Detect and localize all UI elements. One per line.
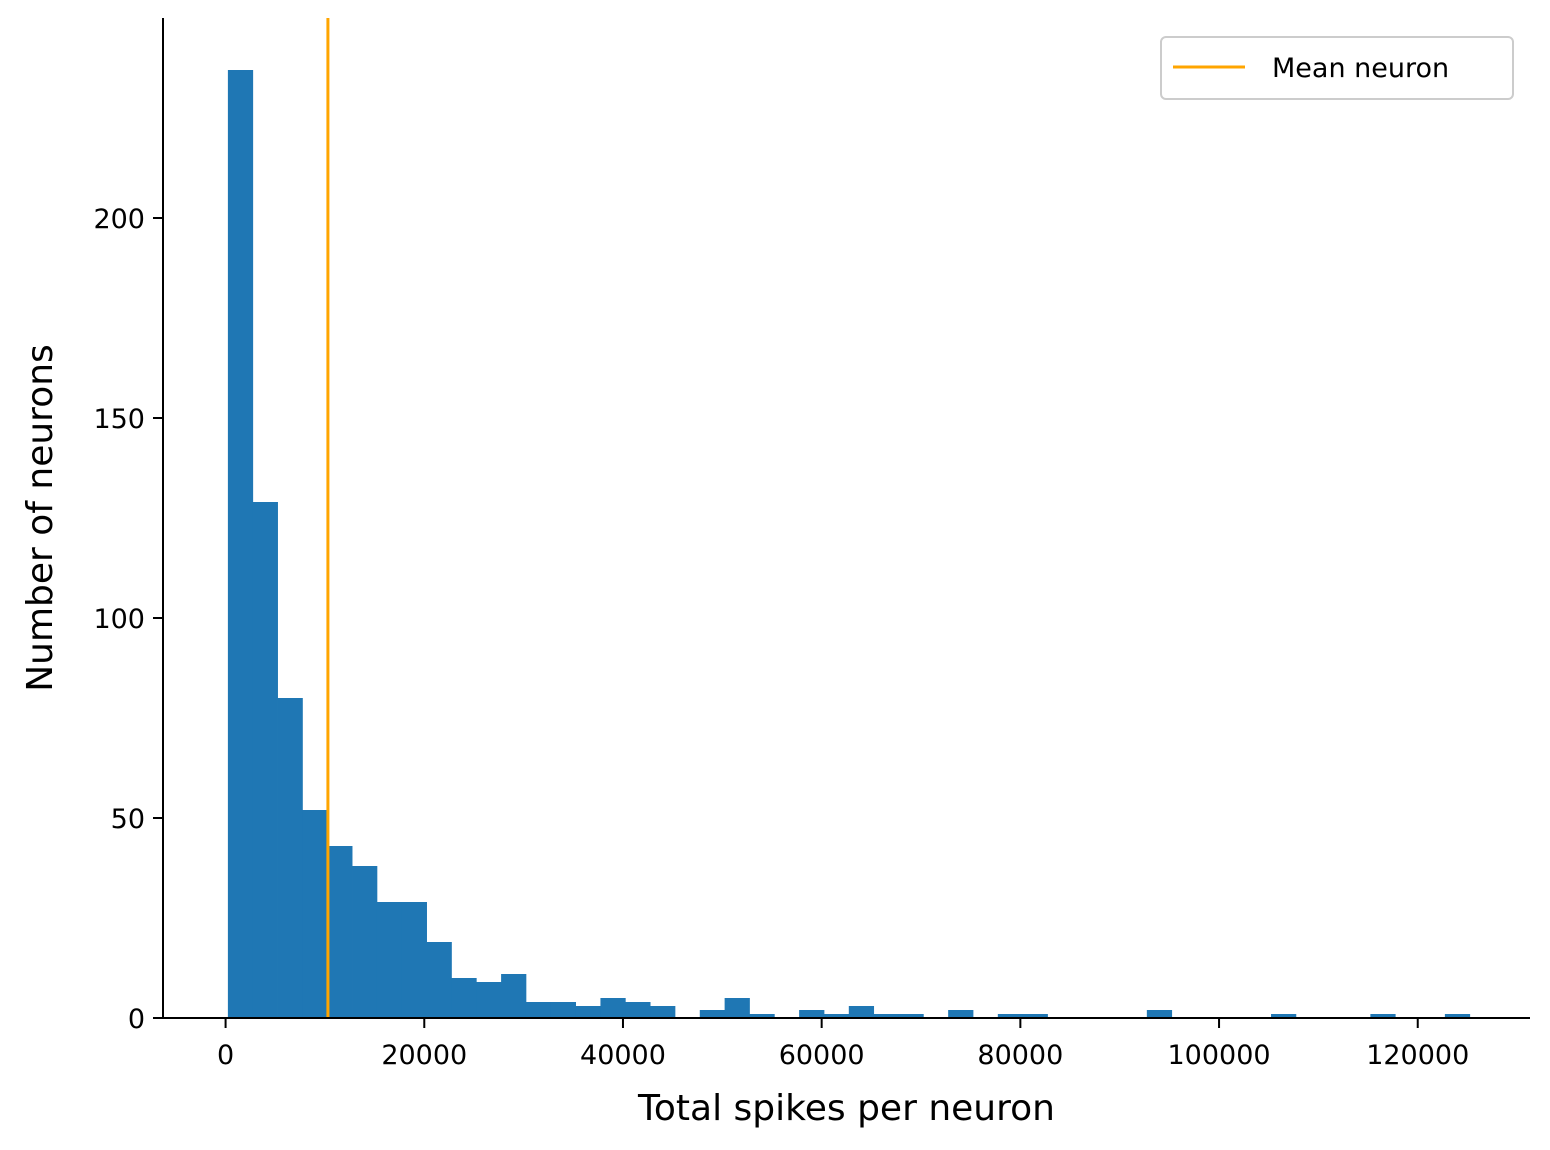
histogram-bar: [277, 698, 303, 1018]
legend: Mean neuron: [1160, 36, 1514, 100]
histogram-bar: [1271, 1014, 1297, 1018]
histogram-bar: [227, 70, 254, 1018]
histogram-bar: [898, 1014, 924, 1018]
x-tick-label: 60000: [779, 1040, 865, 1071]
histogram-bar: [948, 1010, 974, 1018]
histogram-bar: [650, 1006, 676, 1018]
histogram-bar: [873, 1014, 899, 1018]
x-tick-label: 80000: [977, 1040, 1063, 1071]
legend-label-mean-neuron: Mean neuron: [1272, 53, 1449, 84]
x-tick-label: 120000: [1366, 1040, 1469, 1071]
x-tick-label: 100000: [1168, 1040, 1271, 1071]
histogram-bar: [476, 982, 502, 1018]
histogram-bar: [600, 998, 626, 1018]
histogram-bar: [525, 1002, 552, 1018]
histogram-bar: [699, 1010, 726, 1018]
y-tick-label: 200: [93, 204, 145, 235]
legend-box: [1160, 36, 1514, 100]
y-tick-label: 150: [93, 404, 145, 435]
histogram-bar: [302, 810, 328, 1018]
histogram-bar: [1022, 1014, 1048, 1018]
histogram-bar: [252, 502, 278, 1018]
histogram-bar: [1370, 1014, 1396, 1018]
axes: [162, 18, 1530, 1019]
histogram-bar: [401, 902, 427, 1018]
histogram-bar: [451, 978, 477, 1018]
histogram-bar: [426, 942, 452, 1018]
histogram-bar: [799, 1010, 825, 1018]
histogram-bar: [749, 1014, 775, 1018]
histogram-bar: [823, 1014, 850, 1018]
histogram-bar: [575, 1006, 601, 1018]
histogram-bar: [501, 974, 527, 1018]
histogram-bar: [376, 902, 403, 1018]
histogram-bar: [1146, 1010, 1173, 1018]
histogram-bar: [352, 866, 378, 1018]
histogram-bar: [848, 1006, 875, 1018]
x-ticks: 0 20000 40000 60000 80000 100000 120000: [217, 1018, 1469, 1071]
y-tick-label: 100: [93, 604, 145, 635]
histogram-bar: [327, 846, 353, 1018]
histogram-bar: [1444, 1014, 1471, 1018]
y-tick-label: 50: [111, 804, 145, 835]
histogram-bar: [724, 998, 750, 1018]
x-tick-label: 20000: [381, 1040, 467, 1071]
x-tick-label: 40000: [580, 1040, 666, 1071]
histogram-bars: [227, 70, 1471, 1018]
histogram-bar: [997, 1014, 1024, 1018]
y-axis-label: Number of neurons: [20, 344, 61, 692]
x-axis-label: Total spikes per neuron: [637, 1088, 1055, 1129]
histogram-bar: [550, 1002, 577, 1018]
histogram-bar: [625, 1002, 651, 1018]
x-tick-label: 0: [217, 1040, 234, 1071]
y-tick-label: 0: [128, 1004, 145, 1035]
y-ticks: 0 50 100 150 200: [93, 204, 163, 1035]
